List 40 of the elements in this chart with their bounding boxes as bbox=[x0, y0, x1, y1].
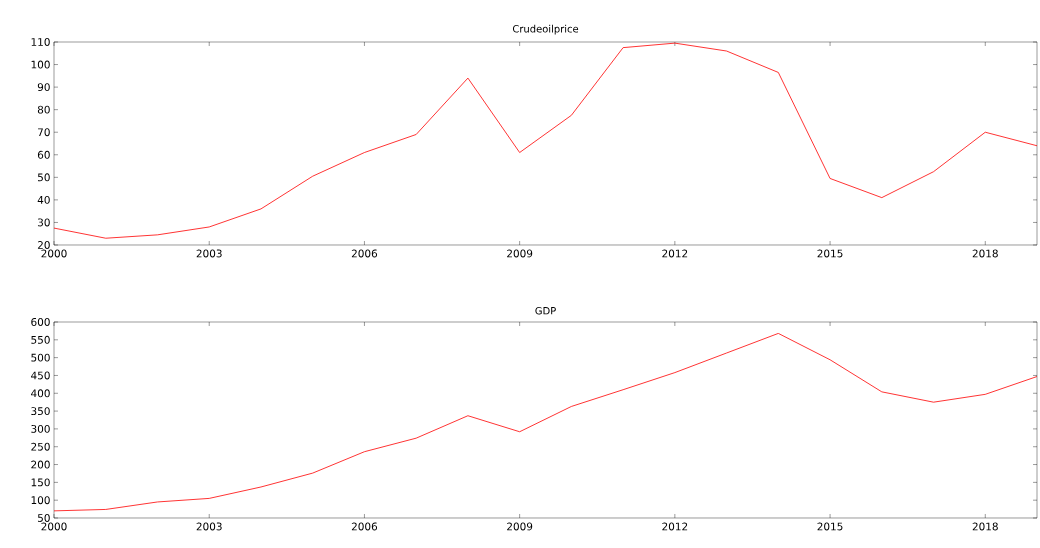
x-tick-label: 2003 bbox=[196, 249, 222, 258]
chart-title: GDP bbox=[535, 306, 556, 315]
x-tick-label: 2000 bbox=[41, 249, 67, 258]
x-tick-label: 2003 bbox=[196, 522, 222, 531]
y-tick-label: 150 bbox=[31, 478, 50, 487]
y-tick-label: 20 bbox=[37, 241, 50, 249]
x-tick-label: 2006 bbox=[351, 249, 378, 258]
y-tick-label: 100 bbox=[31, 60, 50, 69]
y-tick-label: 500 bbox=[31, 353, 50, 362]
y-tick-label: 50 bbox=[37, 173, 50, 182]
y-tick-label: 50 bbox=[37, 514, 50, 522]
y-tick-label: 550 bbox=[31, 335, 50, 344]
y-tick-label: 100 bbox=[31, 496, 50, 505]
line-series bbox=[54, 42, 1038, 239]
y-tick-label: 300 bbox=[31, 424, 50, 433]
x-tick-label: 2009 bbox=[507, 249, 533, 258]
x-tick-label: 2015 bbox=[817, 249, 843, 258]
y-tick-label: 40 bbox=[37, 195, 50, 204]
x-tick-label: 2015 bbox=[817, 522, 843, 531]
y-tick-label: 70 bbox=[38, 128, 50, 137]
y-tick-label: 450 bbox=[31, 371, 50, 380]
y-tick-label: 80 bbox=[37, 105, 50, 114]
line-series bbox=[54, 333, 1038, 512]
x-tick-label: 2018 bbox=[972, 249, 998, 258]
y-tick-label: 30 bbox=[37, 218, 50, 227]
y-tick-label: 60 bbox=[37, 150, 50, 159]
x-tick-label: 2012 bbox=[662, 522, 688, 531]
x-tick-label: 2012 bbox=[662, 249, 688, 258]
chart-title: Crudeoilprice bbox=[512, 24, 579, 35]
x-tick-label: 2006 bbox=[351, 522, 378, 531]
y-tick-label: 90 bbox=[37, 83, 50, 92]
y-tick-label: 110 bbox=[31, 38, 50, 46]
y-tick-label: 600 bbox=[31, 318, 50, 326]
x-tick-label: 2018 bbox=[972, 522, 998, 531]
y-tick-label: 350 bbox=[31, 407, 50, 416]
y-tick-label: 400 bbox=[31, 389, 50, 398]
y-tick-label: 200 bbox=[31, 460, 50, 469]
y-tick-label: 250 bbox=[31, 442, 50, 451]
x-tick-label: 2000 bbox=[41, 522, 67, 531]
x-tick-label: 2009 bbox=[507, 522, 533, 531]
